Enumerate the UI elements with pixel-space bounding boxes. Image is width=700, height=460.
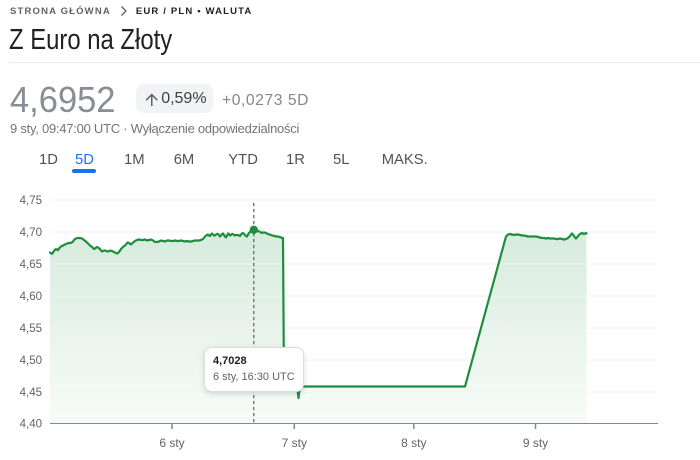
svg-text:4,70: 4,70 [20,227,42,239]
svg-text:8 sty: 8 sty [401,436,426,450]
svg-text:6 sty: 6 sty [159,436,184,450]
svg-text:4,75: 4,75 [20,195,42,207]
svg-text:4,40: 4,40 [20,419,42,431]
svg-text:4,45: 4,45 [20,387,42,399]
svg-text:4,60: 4,60 [20,291,42,303]
svg-text:4,55: 4,55 [20,323,42,335]
svg-text:9 sty: 9 sty [523,436,548,450]
svg-text:7 sty: 7 sty [282,436,307,450]
svg-text:4,50: 4,50 [20,355,42,367]
svg-text:4,65: 4,65 [20,259,42,271]
